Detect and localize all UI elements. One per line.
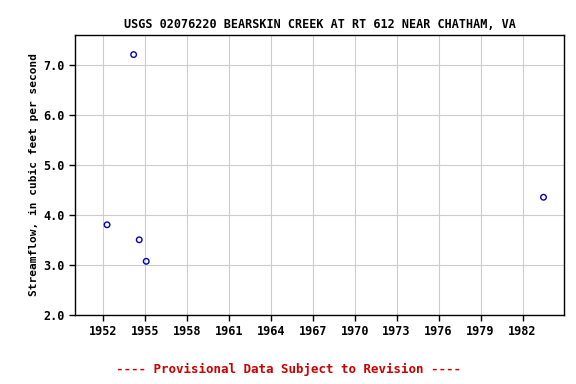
Point (142, 258, 151, 265)
Title: USGS 02076220 BEARSKIN CREEK AT RT 612 NEAR CHATHAM, VA: USGS 02076220 BEARSKIN CREEK AT RT 612 N… (124, 18, 516, 31)
Y-axis label: Streamflow, in cubic feet per second: Streamflow, in cubic feet per second (29, 53, 39, 296)
Point (539, 194, 548, 200)
Point (135, 237, 144, 243)
Point (103, 222, 112, 228)
Point (129, 51, 138, 58)
Text: ---- Provisional Data Subject to Revision ----: ---- Provisional Data Subject to Revisio… (116, 363, 460, 376)
